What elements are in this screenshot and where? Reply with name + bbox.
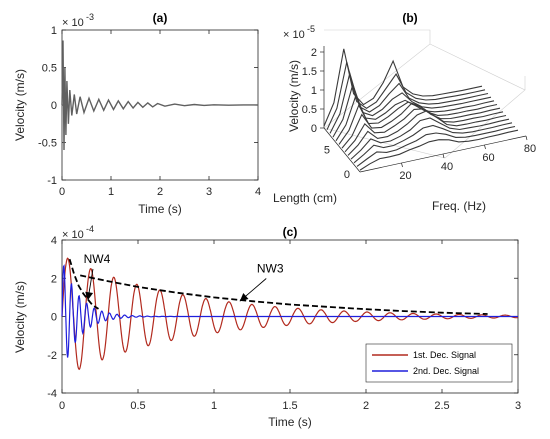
panel-b-zlabel: Length (cm) — [273, 191, 337, 205]
panel-c-arrowhead-nw4 — [85, 291, 94, 301]
panel-a-y-tick-label: -0.5 — [38, 138, 57, 150]
panel-c-x-tick-label: 3 — [515, 400, 521, 412]
panel-a-x-tick-label: 3 — [206, 186, 212, 198]
panel-a-y-tick-label: 0.5 — [42, 63, 57, 75]
panel-c-y-tick-label: -4 — [47, 388, 57, 400]
panel-b-ylabel: Velocity (m/s) — [287, 60, 301, 132]
panel-a-exponent-power: -3 — [86, 12, 94, 22]
panel-b-title: (b) — [402, 11, 417, 25]
panel-b-velocity-tick-label: 0 — [311, 123, 317, 135]
panel-c-legend-box — [365, 343, 513, 383]
panel-c-x-tick-label: 1 — [211, 400, 217, 412]
panel-b-ridge-line — [359, 129, 519, 171]
panel-b-velocity-tick-label: 2 — [311, 47, 317, 59]
panel-b-ridge-line — [347, 109, 507, 156]
panel-c-y-tick-label: -2 — [47, 350, 57, 362]
panel-a-y-tick-label: 0 — [51, 100, 57, 112]
panel-c-x-tick-label: 0.5 — [130, 400, 145, 412]
panel-a-x-tick-label: 4 — [255, 186, 261, 198]
panel-b-ridge-line — [326, 61, 486, 131]
panel-c-y-ticks: -4 -2 0 2 4 — [47, 235, 518, 400]
panel-b-exponent: × 10 -5 — [283, 24, 315, 41]
panel-b-freq-tick-mark — [401, 162, 403, 168]
panel-a-x-tick-label: 1 — [108, 186, 114, 198]
panel-c-x-tick-label: 1.5 — [282, 400, 297, 412]
panel-b-freq-tick-mark — [484, 144, 486, 150]
panel-b-freq-tick-mark — [442, 153, 445, 159]
panel-b-length-axis — [323, 127, 361, 173]
panel-b-ridge-line — [323, 48, 483, 127]
panel-c-legend: 1st. Dec. Signal 2nd. Dec. Signal — [365, 343, 513, 383]
panel-c-x-tick-label: 2.5 — [434, 400, 449, 412]
panel-b-ridge-line — [350, 117, 510, 160]
panel-b-freq-tick-mark — [525, 135, 528, 141]
panel-b-ridges — [323, 48, 519, 171]
panel-b-freq-tick-label: 60 — [482, 152, 494, 164]
panel-b-back-wall — [323, 29, 431, 129]
panel-b-freq-tick-label: 20 — [399, 170, 411, 182]
panel-a-x-tick-label: 2 — [157, 186, 163, 198]
panel-a-x-ticks: 0 1 2 3 4 — [59, 30, 261, 198]
panel-c-legend-label-1st: 1st. Dec. Signal — [413, 350, 476, 360]
panel-c-series-2nd-dec-signal — [61, 264, 518, 358]
panel-c-xlabel: Time (s) — [268, 415, 312, 429]
panel-b-box — [323, 29, 526, 159]
panel-b-back-floor — [323, 43, 526, 159]
panel-b-freq-tick-label: 80 — [524, 143, 536, 155]
panel-c-legend-label-2nd: 2nd. Dec. Signal — [413, 366, 479, 376]
panel-c: (c) × 10 -4 -4 -2 0 2 4 0 0.5 1 1.5 2 2.5 3 NW4 NW… — [13, 224, 521, 429]
panel-c-label-nw3: NW3 — [257, 262, 284, 276]
panel-a-ylabel: Velocity (m/s) — [13, 69, 27, 141]
panel-b-ridge-line — [356, 125, 516, 167]
panel-b-xlabel: Freq. (Hz) — [432, 199, 486, 213]
panel-a: (a) × 10 -3 -1 -0.5 0 0.5 1 0 1 2 3 4 Time (s) V… — [13, 11, 261, 216]
panel-a-title: (a) — [153, 11, 168, 25]
panel-c-exponent-base: × 10 — [62, 229, 84, 241]
panel-c-annotations: NW4 NW3 — [84, 252, 284, 302]
panel-b-ridge-line — [329, 71, 489, 134]
panel-c-arrowhead-nw3 — [239, 293, 249, 302]
panel-c-exponent: × 10 -4 — [62, 224, 94, 241]
panel-c-title: (c) — [283, 225, 298, 239]
panel-b-exponent-power: -5 — [307, 24, 315, 34]
panel-c-envelope-nw3 — [80, 274, 488, 315]
panel-b-velocity-tick-label: 0.5 — [302, 104, 317, 116]
panel-c-y-tick-label: 2 — [51, 273, 57, 285]
panel-a-y-tick-label: -1 — [47, 175, 57, 187]
panel-a-xlabel: Time (s) — [138, 202, 182, 216]
panel-c-x-tick-label: 0 — [59, 400, 65, 412]
panel-a-exponent: × 10 -3 — [62, 12, 94, 29]
panel-c-x-tick-label: 2 — [363, 400, 369, 412]
panel-b-length-tick-label: 5 — [324, 145, 330, 157]
panel-b-velocity-tick-label: 1 — [311, 85, 317, 97]
panel-c-y-tick-label: 4 — [51, 235, 57, 247]
panel-a-y-tick-label: 1 — [51, 25, 57, 37]
panel-a-x-tick-label: 0 — [59, 186, 65, 198]
panel-a-series-line — [61, 40, 259, 151]
panel-c-ylabel: Velocity (m/s) — [13, 281, 27, 353]
panel-b-freq-tick-label: 40 — [441, 161, 453, 173]
panel-c-label-nw4: NW4 — [84, 252, 111, 266]
panel-b-ridge-line — [353, 122, 513, 164]
panel-a-exponent-base: × 10 — [62, 17, 84, 29]
panel-b-exponent-base: × 10 — [283, 29, 305, 41]
panel-c-y-tick-label: 0 — [51, 312, 57, 324]
panel-b-length-tick-label: 0 — [344, 169, 350, 181]
panel-b-velocity-tick-label: 1.5 — [302, 66, 317, 78]
panel-c-envelope-nw4 — [68, 258, 99, 310]
panel-c-x-ticks: 0 0.5 1 1.5 2 2.5 3 — [59, 240, 521, 412]
panel-c-exponent-power: -4 — [86, 224, 94, 234]
